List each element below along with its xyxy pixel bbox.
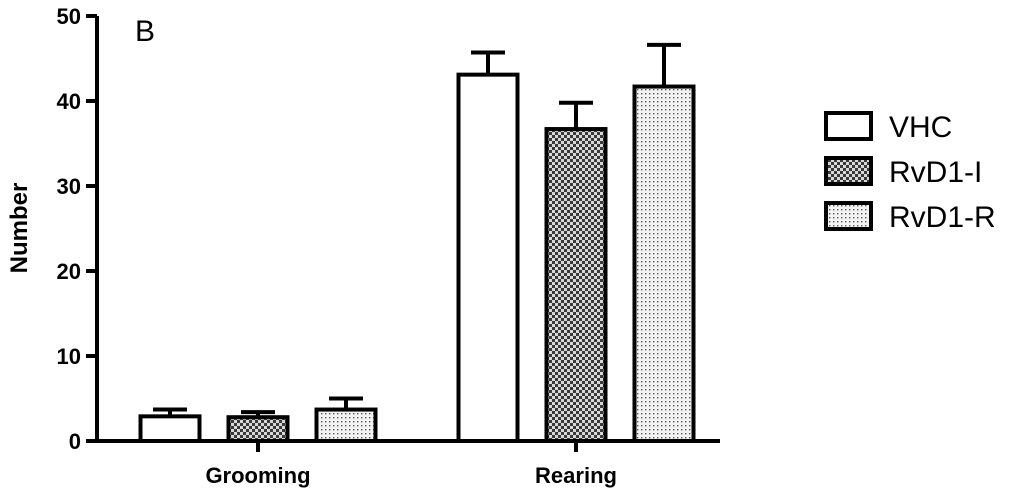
y-tick-label: 30 <box>57 174 81 199</box>
y-axis: 0 10 20 30 40 50 <box>57 4 99 454</box>
bar <box>456 72 520 444</box>
y-tick-label: 10 <box>57 344 81 369</box>
legend: VHC RvD1-I RvD1-R <box>824 111 996 234</box>
legend-swatch <box>824 156 873 186</box>
bar <box>138 414 202 444</box>
bars-group <box>138 42 696 444</box>
bar <box>544 127 608 444</box>
legend-label: VHC <box>889 111 952 144</box>
legend-label: RvD1-R <box>889 201 996 234</box>
y-tick-label: 50 <box>57 4 81 29</box>
x-category-label: Rearing <box>535 463 617 488</box>
legend-swatch <box>824 111 873 141</box>
legend-label: RvD1-I <box>889 156 982 189</box>
x-axis: Grooming Rearing <box>95 439 720 488</box>
y-tick-label: 20 <box>57 259 81 284</box>
x-category-label: Grooming <box>205 463 310 488</box>
y-tick-label: 40 <box>57 89 81 114</box>
y-axis-title: Number <box>6 183 33 274</box>
bar <box>314 407 378 443</box>
bar <box>632 84 696 444</box>
y-tick-label: 0 <box>69 429 81 454</box>
bar <box>226 415 290 444</box>
panel-letter: B <box>135 15 155 48</box>
legend-swatch <box>824 201 873 231</box>
